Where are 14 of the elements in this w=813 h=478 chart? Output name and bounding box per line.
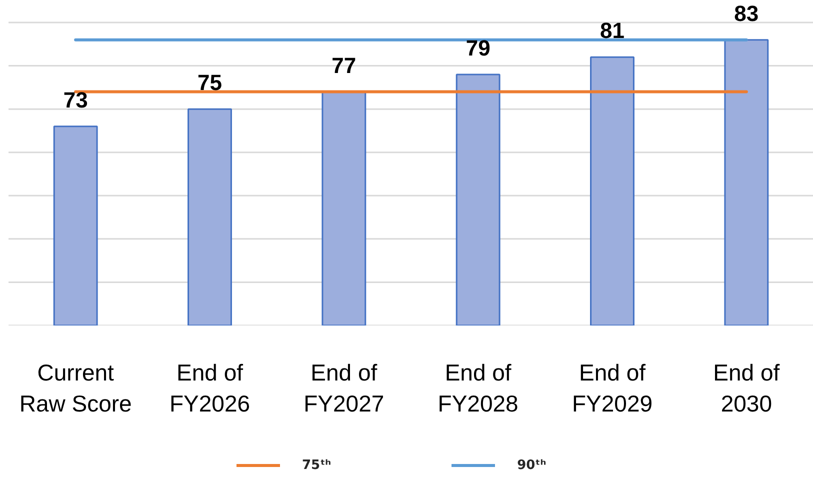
x-tick-label: End of FY2028 [438, 360, 518, 417]
x-tick-label: End of FY2029 [572, 360, 653, 417]
legend-label: 75ᵗʰ [302, 458, 332, 472]
data-label: 75 [198, 70, 222, 96]
x-tick-label: End of 2030 [713, 360, 780, 417]
data-label: 81 [600, 18, 624, 44]
data-label: 83 [734, 0, 759, 26]
data-label: 77 [332, 52, 356, 78]
legend-label: 90ᵗʰ [517, 458, 546, 472]
data-label: 73 [63, 87, 88, 112]
x-tick-label: Current Raw Score [19, 360, 132, 417]
x-tick-label: End of FY2027 [304, 360, 384, 417]
data-label: 79 [466, 35, 490, 60]
x-tick-label: End of FY2026 [169, 360, 250, 417]
